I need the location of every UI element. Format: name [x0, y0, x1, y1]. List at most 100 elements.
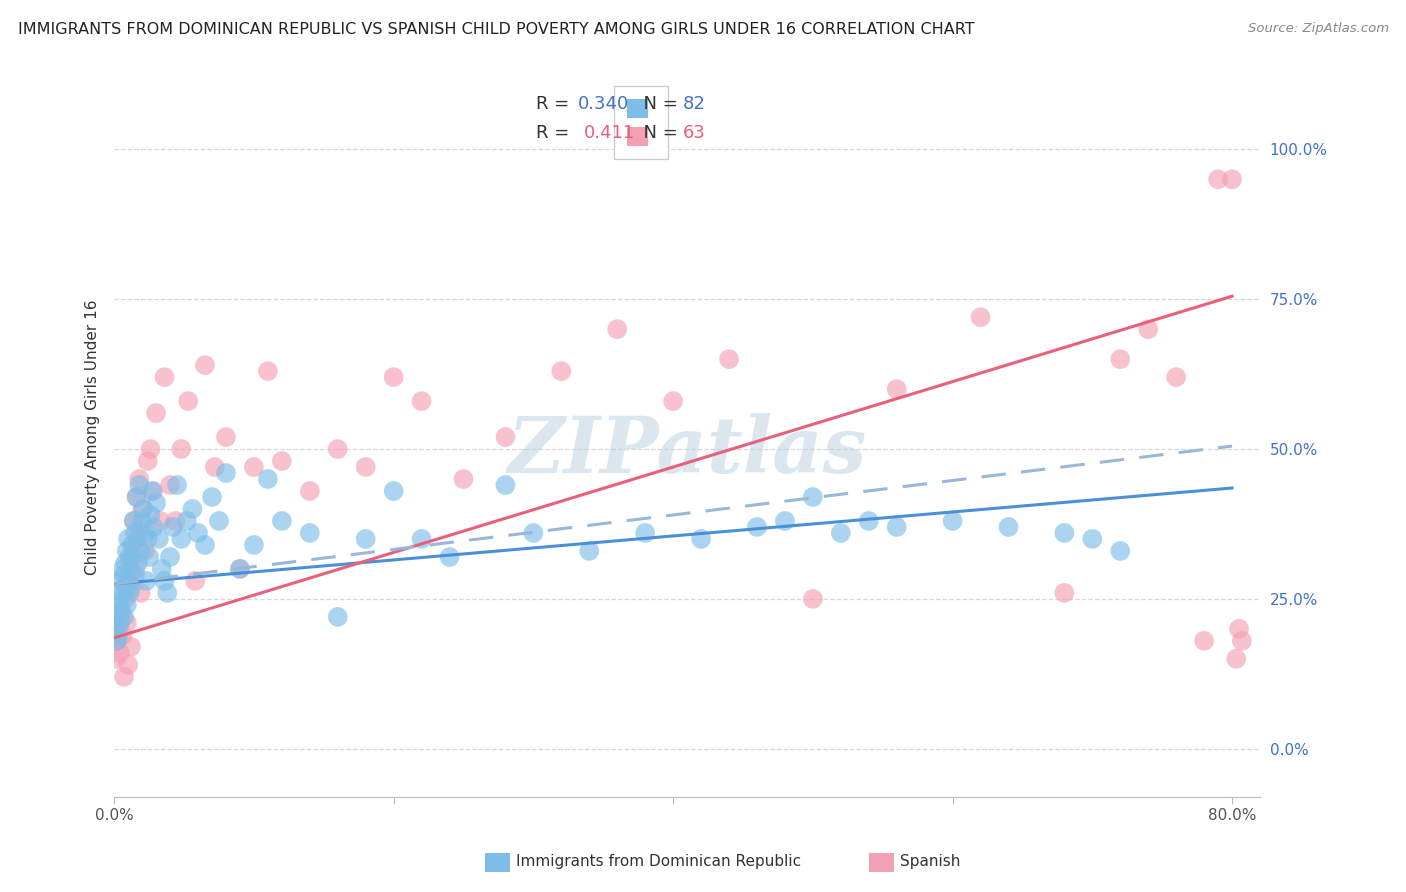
Point — [177, 394, 200, 409]
Point — [136, 532, 159, 546]
Point — [166, 478, 188, 492]
Point — [162, 520, 184, 534]
Point — [132, 502, 155, 516]
Point — [243, 460, 266, 475]
Point — [411, 532, 433, 546]
Point — [326, 442, 349, 456]
Point — [129, 544, 152, 558]
Point — [118, 586, 141, 600]
Point — [129, 586, 152, 600]
Point — [1227, 622, 1250, 636]
Point — [134, 525, 156, 540]
Point — [142, 483, 165, 498]
Point — [354, 460, 377, 475]
Point — [662, 394, 685, 409]
Point — [1220, 172, 1243, 186]
Point — [745, 520, 768, 534]
Point — [114, 580, 136, 594]
Point — [243, 538, 266, 552]
Point — [942, 514, 965, 528]
Point — [578, 544, 600, 558]
Point — [298, 525, 321, 540]
Point — [121, 549, 143, 564]
Point — [270, 514, 292, 528]
Point — [135, 574, 157, 588]
Point — [139, 508, 162, 522]
Point — [111, 628, 134, 642]
Text: Source: ZipAtlas.com: Source: ZipAtlas.com — [1249, 22, 1389, 36]
Point — [194, 538, 217, 552]
Text: 63: 63 — [682, 124, 706, 142]
Text: 82: 82 — [682, 95, 706, 113]
Text: N =: N = — [633, 95, 683, 113]
Text: 0.340: 0.340 — [578, 95, 630, 113]
Point — [1230, 633, 1253, 648]
Point — [127, 532, 149, 546]
Point — [494, 430, 516, 444]
Point — [439, 549, 461, 564]
Point — [257, 472, 280, 486]
Point — [522, 525, 544, 540]
Point — [1192, 633, 1215, 648]
Point — [125, 490, 148, 504]
Point — [124, 568, 146, 582]
Y-axis label: Child Poverty Among Girls Under 16: Child Poverty Among Girls Under 16 — [86, 300, 100, 574]
Point — [181, 502, 204, 516]
Point — [127, 556, 149, 570]
Point — [453, 472, 475, 486]
Point — [1109, 544, 1132, 558]
Point — [142, 520, 165, 534]
Point — [187, 525, 209, 540]
Point — [145, 496, 167, 510]
Point — [124, 525, 146, 540]
Text: IMMIGRANTS FROM DOMINICAN REPUBLIC VS SPANISH CHILD POVERTY AMONG GIRLS UNDER 16: IMMIGRANTS FROM DOMINICAN REPUBLIC VS SP… — [18, 22, 974, 37]
Point — [886, 520, 908, 534]
Point — [104, 652, 127, 666]
Point — [1166, 370, 1188, 384]
Point — [194, 358, 217, 372]
Point — [122, 514, 145, 528]
Point — [159, 549, 181, 564]
Point — [112, 610, 135, 624]
Point — [117, 532, 139, 546]
Point — [690, 532, 713, 546]
Point — [150, 562, 173, 576]
Point — [134, 544, 156, 558]
Point — [382, 370, 405, 384]
Point — [131, 502, 153, 516]
Point — [124, 562, 146, 576]
Point — [108, 615, 131, 630]
Point — [858, 514, 880, 528]
Point — [120, 640, 142, 654]
Point — [773, 514, 796, 528]
Point — [110, 604, 132, 618]
Point — [606, 322, 628, 336]
Point — [1081, 532, 1104, 546]
Point — [115, 598, 138, 612]
Point — [270, 454, 292, 468]
Point — [830, 525, 852, 540]
Point — [1137, 322, 1160, 336]
Point — [120, 562, 142, 576]
Point — [107, 622, 129, 636]
Point — [145, 406, 167, 420]
Point — [153, 370, 176, 384]
Point — [114, 556, 136, 570]
Legend: , : , — [614, 87, 668, 160]
Text: 0.411: 0.411 — [583, 124, 636, 142]
Point — [326, 610, 349, 624]
Point — [1225, 652, 1247, 666]
Point — [229, 562, 252, 576]
Point — [170, 532, 193, 546]
Point — [204, 460, 226, 475]
Point — [1053, 586, 1076, 600]
Point — [117, 657, 139, 672]
Text: R =: R = — [536, 95, 575, 113]
Point — [969, 310, 991, 325]
Text: Immigrants from Dominican Republic: Immigrants from Dominican Republic — [516, 854, 801, 869]
Point — [128, 472, 150, 486]
Point — [111, 586, 134, 600]
Point — [153, 574, 176, 588]
Point — [718, 352, 741, 367]
Point — [114, 591, 136, 606]
